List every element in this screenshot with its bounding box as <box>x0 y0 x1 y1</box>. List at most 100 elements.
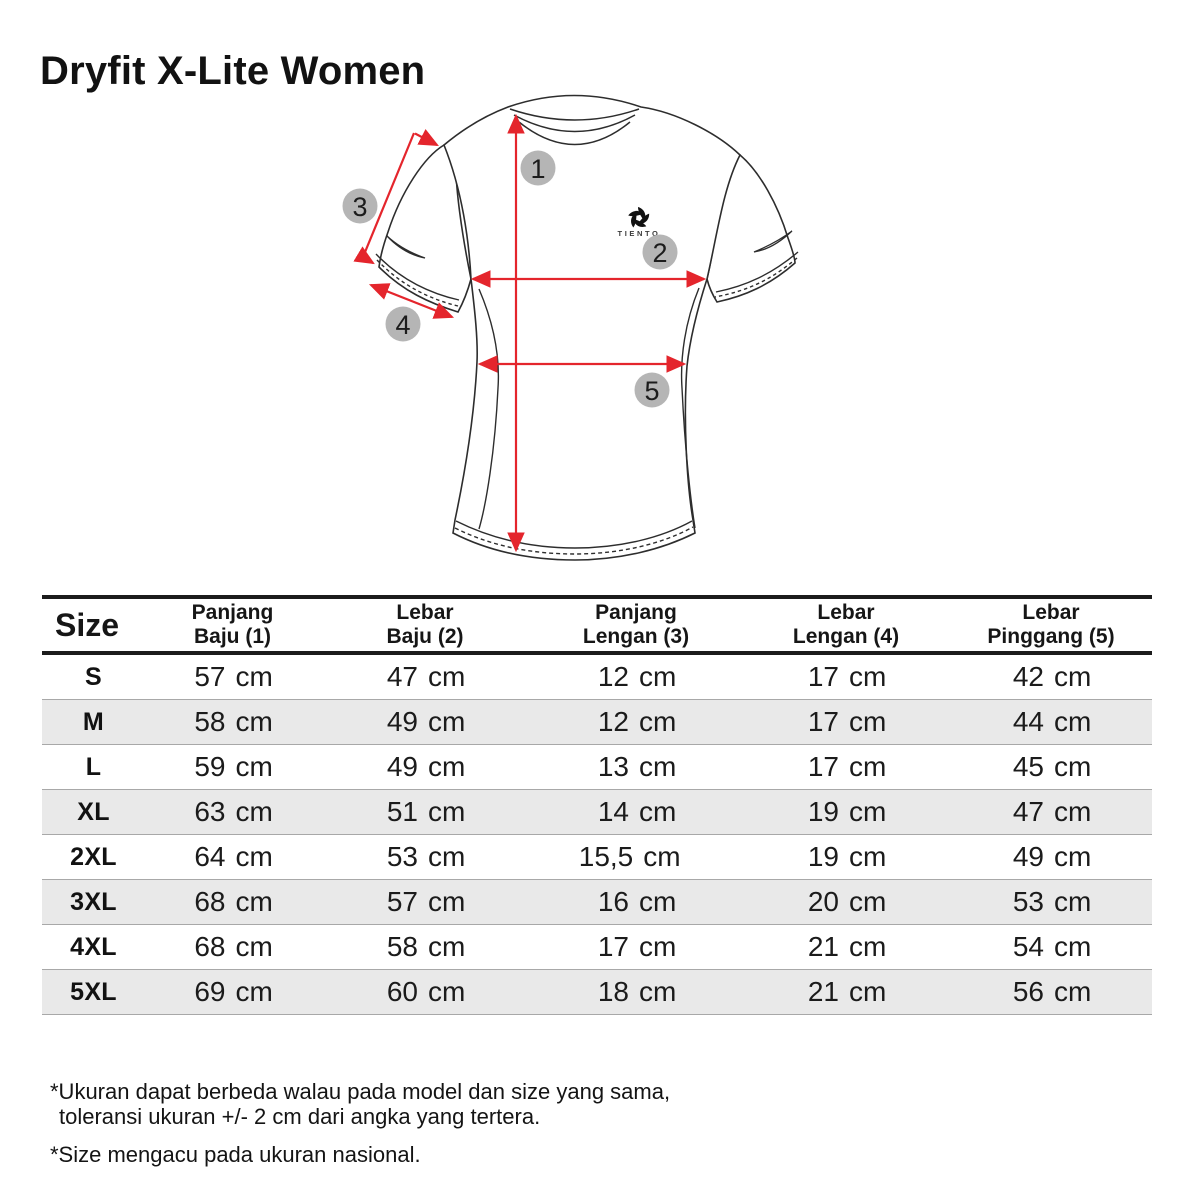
measurement-unit: cm <box>639 796 677 827</box>
badge-circle-4 <box>385 306 421 342</box>
measurement-cell: 68 cm <box>145 931 320 963</box>
measurement-value: 20 <box>807 886 839 917</box>
measurement-unit: cm <box>849 751 887 782</box>
measurement-unit: cm <box>235 751 273 782</box>
measurement-unit: cm <box>428 796 466 827</box>
measurement-value: 17 <box>807 661 839 692</box>
measurement-cell: 21 cm <box>742 931 950 963</box>
measurement-cell: 14 cm <box>530 796 742 828</box>
measurement-value: 64 <box>194 841 226 872</box>
size-rows: S 57 cm 47 cm 12 cm 17 cm 42 cm M 58 cm 49 cm 12 cm 17 cm 44… <box>42 655 1152 1015</box>
measurement-badges: 1 2 3 4 5 <box>342 150 678 408</box>
note-national-size: *Size mengacu pada ukuran nasional. <box>50 1142 421 1167</box>
measurement-unit: cm <box>849 976 887 1007</box>
size-label: L <box>85 752 102 781</box>
measurement-unit: cm <box>235 931 273 962</box>
measurement-value: 45 <box>1012 751 1044 782</box>
badge-circle-2 <box>642 234 678 270</box>
measurement-cell: 17 cm <box>742 706 950 738</box>
measurement-unit: cm <box>428 931 466 962</box>
header-panjang-lengan: Panjang Lengan (3) <box>530 601 742 649</box>
measurement-unit: cm <box>1054 661 1092 692</box>
badge-circle-1 <box>520 150 556 186</box>
measurement-value: 47 <box>1012 796 1044 827</box>
size-label: 2XL <box>70 842 117 871</box>
measurement-value: 47 <box>386 661 418 692</box>
measurement-cell: 58 cm <box>320 931 530 963</box>
measurement-value: 51 <box>386 796 418 827</box>
measurement-unit: cm <box>428 886 466 917</box>
measurement-unit: cm <box>428 841 466 872</box>
side-seams <box>478 287 700 530</box>
badge-label-4: 4 <box>395 310 410 340</box>
measurement-value: 15,5 <box>578 841 634 872</box>
measurement-unit: cm <box>428 976 466 1007</box>
header-line: Baju (2) <box>386 625 464 648</box>
badge-label-3: 3 <box>352 192 367 222</box>
measurement-value: 53 <box>1012 886 1044 917</box>
measurement-cell: 17 cm <box>530 931 742 963</box>
measurement-cell: 58 cm <box>145 706 320 738</box>
measurement-unit: cm <box>235 886 273 917</box>
measurement-cell: 21 cm <box>742 976 950 1008</box>
header-line: Lebar <box>1022 601 1080 624</box>
header-lebar-pinggang: Lebar Pinggang (5) <box>950 601 1152 649</box>
note-line: *Ukuran dapat berbeda walau pada model d… <box>50 1079 671 1104</box>
measurement-value: 58 <box>194 706 226 737</box>
tshirt-illustration: TIENTO 1 2 3 4 5 <box>342 94 799 561</box>
measurement-unit: cm <box>639 931 677 962</box>
measurement-cell: 49 cm <box>320 751 530 783</box>
tshirt-diagram: TIENTO 1 2 3 4 5 <box>330 80 870 580</box>
measurement-unit: cm <box>235 661 273 692</box>
measurement-cell: 44 cm <box>950 706 1152 738</box>
measurement-value: 14 <box>597 796 629 827</box>
measurement-cell: 12 cm <box>530 661 742 693</box>
header-lebar-baju: Lebar Baju (2) <box>320 601 530 649</box>
measurement-unit: cm <box>428 751 466 782</box>
measurement-value: 19 <box>807 796 839 827</box>
measurement-value: 19 <box>807 841 839 872</box>
measurement-cell: 13 cm <box>530 751 742 783</box>
measurement-value: 21 <box>807 931 839 962</box>
measurement-unit: cm <box>849 706 887 737</box>
header-lebar-lengan: Lebar Lengan (4) <box>742 601 950 649</box>
measurement-value: 57 <box>194 661 226 692</box>
measurement-value: 69 <box>194 976 226 1007</box>
arrow-lebar-lengan <box>368 283 455 319</box>
header-panjang-baju: Panjang Baju (1) <box>145 601 320 649</box>
measurement-value: 68 <box>194 931 226 962</box>
measurement-unit: cm <box>235 796 273 827</box>
measurement-value: 53 <box>386 841 418 872</box>
measurement-value: 17 <box>807 706 839 737</box>
measurement-cell: 45 cm <box>950 751 1152 783</box>
size-label: 3XL <box>70 887 117 916</box>
measurement-unit: cm <box>643 841 681 872</box>
tshirt-body <box>443 94 741 561</box>
size-row-XL: XL 63 cm 51 cm 14 cm 19 cm 47 cm <box>42 790 1152 835</box>
measurement-cell: 15,5 cm <box>530 841 742 873</box>
badge-circle-5 <box>634 372 670 408</box>
measurement-unit: cm <box>849 661 887 692</box>
hem-seams <box>454 520 694 555</box>
header-line: Panjang <box>191 601 274 624</box>
sleeve-vents <box>386 230 793 259</box>
measurement-unit: cm <box>639 886 677 917</box>
note-tolerance: *Ukuran dapat berbeda walau pada model d… <box>50 1079 670 1129</box>
measurement-cell: 59 cm <box>145 751 320 783</box>
measurement-cell: 53 cm <box>950 886 1152 918</box>
measurement-cell: 12 cm <box>530 706 742 738</box>
measurement-value: 56 <box>1012 976 1044 1007</box>
measurement-unit: cm <box>1054 796 1092 827</box>
size-label: 5XL <box>70 977 117 1006</box>
measurement-unit: cm <box>1054 886 1092 917</box>
size-row-L: L 59 cm 49 cm 13 cm 17 cm 45 cm <box>42 745 1152 790</box>
measurement-cell: 56 cm <box>950 976 1152 1008</box>
measurement-cell: 19 cm <box>742 796 950 828</box>
arrow-panjang-lengan <box>353 129 439 265</box>
measurement-value: 42 <box>1012 661 1044 692</box>
measurement-value: 57 <box>386 886 418 917</box>
measurement-unit: cm <box>639 751 677 782</box>
size-label: XL <box>77 797 110 826</box>
measurement-value: 17 <box>597 931 629 962</box>
note-line: toleransi ukuran +/- 2 cm dari angka yan… <box>59 1104 541 1129</box>
